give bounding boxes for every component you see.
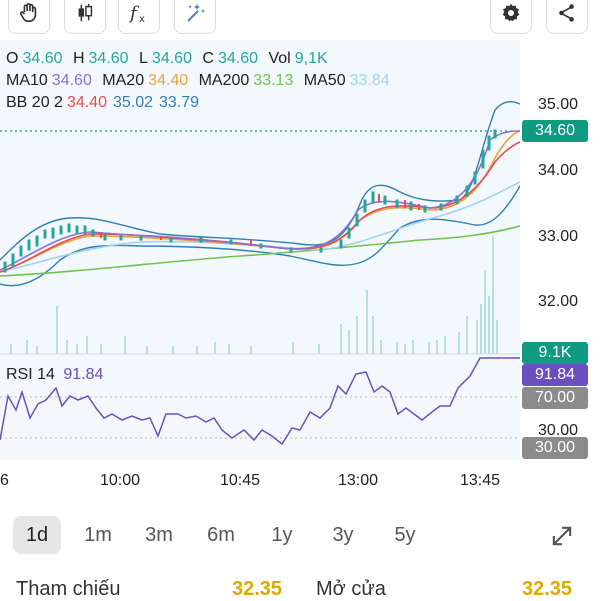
expand-icon [552, 526, 572, 546]
timeframe-1m[interactable]: 1m [84, 524, 112, 546]
hand-tool-button[interactable] [8, 0, 50, 34]
rsi-label: RSI 14 [6, 366, 55, 383]
volume-label: Vol [268, 50, 291, 67]
low-label: L [139, 50, 148, 67]
candles-down [100, 194, 420, 246]
timeframe-3m[interactable]: 3m [145, 524, 173, 546]
ma200-line [0, 225, 520, 277]
time-tick-1045: 10:45 [220, 472, 261, 489]
gear-icon [502, 3, 520, 22]
time-tick-cut: 6 [0, 472, 9, 489]
bb-value-1: 34.40 [66, 94, 107, 111]
open-label: O [6, 50, 19, 67]
rsi-value: 91.84 [63, 366, 104, 383]
open-value: 34.60 [22, 50, 63, 67]
ma200-label: MA200 [198, 72, 250, 89]
current-price-badge: 34.60 [522, 120, 588, 142]
rsi-legend: RSI 14 91.84 [6, 366, 103, 384]
chart-legend: O 34.60 H 34.60 L 34.60 C 34.60 Vol 9,1K MA10… [6, 48, 396, 114]
close-value: 34.60 [217, 50, 259, 67]
bb-label: BB 20 2 [6, 94, 63, 111]
bb-value-3: 33.79 [159, 94, 200, 111]
settings-button[interactable] [490, 0, 532, 34]
timeframe-1y[interactable]: 1y [271, 524, 293, 546]
hand-icon [19, 3, 37, 23]
low-value: 34.60 [151, 50, 192, 67]
price-chart[interactable] [0, 40, 520, 460]
timeframe-5y[interactable]: 5y [394, 524, 416, 546]
svg-text:x: x [139, 14, 145, 25]
timeframe-1d[interactable]: 1d [13, 516, 61, 554]
ma20-value: 34.40 [148, 72, 189, 89]
price-tick-35: 35.00 [537, 96, 578, 113]
bb-mid-line [0, 141, 520, 273]
share-icon [559, 4, 574, 22]
candles [3, 129, 497, 273]
bb-upper-line [0, 101, 520, 261]
ohlc-row: O 34.60 H 34.60 L 34.60 C 34.60 Vol 9,1K [6, 48, 396, 70]
high-label: H [72, 50, 85, 67]
ma-row: MA10 34.60 MA20 34.40 MA200 33.13 MA50 33.84 [6, 70, 396, 92]
expand-button[interactable] [548, 522, 576, 550]
time-tick-1345: 13:45 [460, 472, 501, 489]
reference-label: Tham chiếu [16, 578, 121, 600]
price-tick-32: 32.00 [537, 293, 578, 310]
open-price-label: Mở cửa [316, 578, 386, 600]
volume-badge: 9.1K [522, 342, 588, 364]
rsi-70-badge: 70.00 [522, 387, 588, 409]
ma200-value: 33.13 [253, 72, 294, 89]
open-price-value: 32.35 [522, 578, 573, 600]
magic-icon [187, 4, 205, 22]
price-tick-33: 33.00 [537, 228, 578, 245]
timeframe-selector: 1d 1m 3m 6m 1y 3y 5y [0, 510, 600, 560]
close-label: C [202, 50, 214, 67]
bb-value-2: 35.02 [112, 94, 154, 111]
candlestick-icon [78, 3, 93, 22]
timeframe-3y[interactable]: 3y [332, 524, 354, 546]
price-tick-34: 34.00 [537, 162, 578, 179]
magic-tools-button[interactable] [174, 0, 216, 34]
rsi-30-badge: 30.00 [522, 437, 588, 459]
chart-type-button[interactable] [64, 0, 106, 34]
rsi-value-badge: 91.84 [522, 364, 588, 386]
ma10-value: 34.60 [51, 72, 92, 89]
high-value: 34.60 [88, 50, 129, 67]
rsi-line [0, 357, 520, 446]
volume-value: 9,1K [294, 50, 328, 67]
bb-row: BB 20 2 34.40 35.02 33.79 [6, 92, 396, 114]
rsi-axis-30: 30.00 [537, 422, 578, 439]
timeframe-6m[interactable]: 6m [207, 524, 235, 546]
ma50-value: 33.84 [349, 72, 390, 89]
time-tick-1300: 13:00 [338, 472, 379, 489]
ma20-label: MA20 [102, 72, 145, 89]
share-button[interactable] [546, 0, 588, 34]
ma50-label: MA50 [303, 72, 346, 89]
volume-bars [10, 236, 498, 354]
time-tick-1000: 10:00 [100, 472, 141, 489]
ma10-line [0, 130, 520, 271]
ma10-label: MA10 [6, 72, 48, 89]
reference-value: 32.35 [232, 578, 283, 600]
